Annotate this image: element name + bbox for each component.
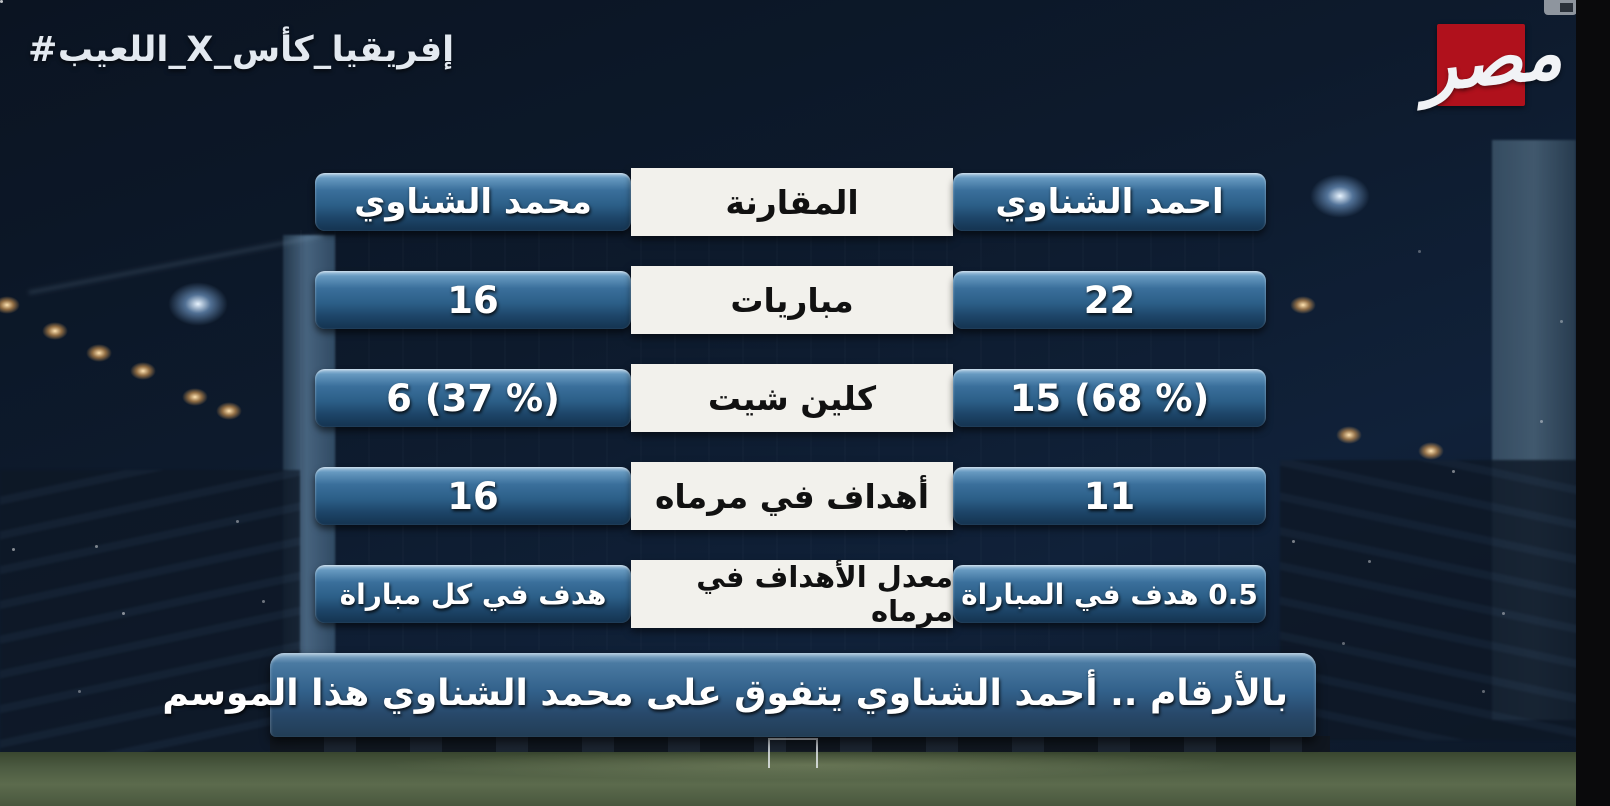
stat-value-right: 11 xyxy=(953,467,1266,525)
conclusion-text: بالأرقام .. أحمد الشناوي يتفوق على محمد … xyxy=(162,672,1288,714)
hashtag-segment: # xyxy=(28,30,58,70)
pip-icon xyxy=(1544,0,1577,15)
goal-posts xyxy=(768,738,818,768)
floodlight-bright xyxy=(1310,174,1370,218)
light-ray xyxy=(28,233,324,295)
hashtag-segment: إفريقيا xyxy=(331,30,455,70)
stat-value-left: هدف في كل مباراة xyxy=(315,565,631,623)
floodlight xyxy=(130,362,156,380)
football-pitch xyxy=(0,752,1610,806)
pip-icon-inner xyxy=(1560,3,1573,12)
player-name-left: محمد الشناوي xyxy=(315,173,631,231)
stat-value-right: 0.5 هدف في المباراة xyxy=(953,565,1266,623)
stat-label: معدل الأهداف في مرماه xyxy=(631,560,953,628)
hashtag-segment: _X_ xyxy=(168,30,232,70)
stadium-stands-right xyxy=(1280,460,1580,740)
stat-label: مباريات xyxy=(631,266,953,334)
floodlight xyxy=(182,388,208,406)
table-title: المقارنة xyxy=(631,168,953,236)
channel-logo: مصر xyxy=(1417,10,1566,108)
floodlight xyxy=(1290,296,1316,314)
floodlight xyxy=(216,402,242,420)
stat-value-right: 22 xyxy=(953,271,1266,329)
hashtag-segment: اللعيب xyxy=(57,30,169,70)
floodlight-bright xyxy=(168,282,228,326)
floodlight xyxy=(86,344,112,362)
hashtag-segment: _ xyxy=(313,30,332,70)
conclusion-banner: بالأرقام .. أحمد الشناوي يتفوق على محمد … xyxy=(162,653,1316,737)
stat-label: كلين شيت xyxy=(631,364,953,432)
pitch-sheen xyxy=(380,750,1240,780)
stat-value-left: 16 xyxy=(315,467,631,525)
stat-value-left: 16 xyxy=(315,271,631,329)
floodlight xyxy=(1418,442,1444,460)
floodlight xyxy=(42,322,68,340)
stadium-pillar-right xyxy=(1492,140,1576,720)
floodlight xyxy=(0,296,20,314)
ad-boards xyxy=(270,736,1330,762)
hashtag-segment: كأس xyxy=(231,30,314,70)
stat-label: أهداف في مرماه xyxy=(631,462,953,530)
floodlight xyxy=(1336,426,1362,444)
stat-value-left: 6 (37 %) xyxy=(315,369,631,427)
channel-logo-script: مصر xyxy=(1416,9,1566,109)
right-letterbox-bar xyxy=(1576,0,1610,806)
hashtag: # اللعيب _X_ كأس _ إفريقيا xyxy=(28,30,454,70)
player-name-right: احمد الشناوي xyxy=(953,173,1266,231)
stat-value-right: 15 (68 %) xyxy=(953,369,1266,427)
crowd-lights xyxy=(0,0,3,3)
